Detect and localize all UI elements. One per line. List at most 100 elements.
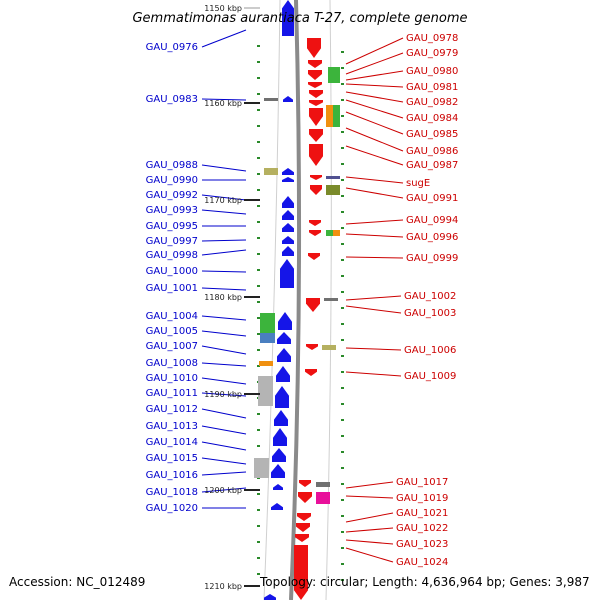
gene-label-left[interactable]: GAU_0998: [146, 250, 198, 261]
genome-backbone: [289, 0, 302, 600]
gene-label-right[interactable]: GAU_1006: [404, 345, 456, 356]
grid-tick: [341, 515, 344, 517]
gene-label-right[interactable]: GAU_1017: [396, 477, 448, 488]
gene-label-left[interactable]: GAU_1012: [146, 404, 198, 415]
forward-gene-arrow: [271, 503, 283, 510]
grid-tick: [341, 275, 344, 277]
leader-line: [201, 408, 247, 419]
grid-tick: [257, 141, 260, 143]
gene-label-left[interactable]: GAU_1011: [146, 388, 198, 399]
scale-tick-mark: [244, 102, 260, 104]
forward-gene-arrow: [280, 259, 294, 288]
rna-feature: [264, 168, 278, 175]
leader-line: [201, 330, 247, 337]
grid-tick: [341, 115, 344, 117]
gene-label-left[interactable]: GAU_0992: [146, 190, 198, 201]
reverse-gene-arrow: [309, 220, 321, 226]
gene-label-right[interactable]: GAU_0986: [406, 146, 458, 157]
gene-label-left[interactable]: GAU_1001: [146, 283, 198, 294]
gene-label-left[interactable]: GAU_1016: [146, 470, 198, 481]
rna-feature: [326, 105, 333, 127]
gene-label-left[interactable]: GAU_1004: [146, 311, 198, 322]
gene-label-right[interactable]: GAU_1023: [396, 539, 448, 550]
grid-tick: [341, 323, 344, 325]
grid-tick: [257, 557, 260, 559]
gene-label-left[interactable]: GAU_1007: [146, 341, 198, 352]
gene-label-right[interactable]: GAU_1009: [404, 371, 456, 382]
gene-label-left[interactable]: GAU_1008: [146, 358, 198, 369]
gene-features: [254, 0, 340, 600]
gene-label-left[interactable]: GAU_1015: [146, 453, 198, 464]
grid-ticks: [257, 45, 344, 581]
gene-label-right[interactable]: GAU_1019: [396, 493, 448, 504]
leader-line: [201, 194, 247, 201]
rna-feature: [316, 482, 330, 487]
leader-line: [201, 270, 247, 273]
gene-label-right[interactable]: GAU_0981: [406, 82, 458, 93]
forward-gene-arrow: [282, 210, 294, 220]
reverse-gene-arrow: [308, 253, 320, 260]
forward-gene-arrow: [282, 177, 294, 182]
grid-tick: [257, 93, 260, 95]
gene-label-left[interactable]: GAU_1010: [146, 373, 198, 384]
gene-label-right[interactable]: GAU_0984: [406, 113, 458, 124]
leader-line: [345, 219, 404, 225]
grid-tick: [341, 451, 344, 453]
gene-label-right[interactable]: GAU_0994: [406, 215, 458, 226]
rna-feature: [333, 105, 340, 127]
gene-label-left[interactable]: GAU_0988: [146, 160, 198, 171]
gene-label-right[interactable]: sugE: [406, 178, 430, 189]
gene-label-right[interactable]: GAU_0980: [406, 66, 458, 77]
leader-line: [345, 527, 394, 533]
rna-feature: [260, 313, 275, 333]
gene-label-right[interactable]: GAU_1002: [404, 291, 456, 302]
gene-label-right[interactable]: GAU_1022: [396, 523, 448, 534]
grid-tick: [257, 61, 260, 63]
gene-label-left[interactable]: GAU_1000: [146, 266, 198, 277]
scale-tick-label: 1180 kbp: [204, 293, 242, 302]
forward-gene-arrow: [275, 386, 289, 408]
gene-label-right[interactable]: GAU_0985: [406, 129, 458, 140]
gene-label-left[interactable]: GAU_0990: [146, 175, 198, 186]
gene-label-left[interactable]: GAU_0983: [146, 94, 198, 105]
guide-track-inner: [263, 0, 281, 600]
grid-tick: [257, 269, 260, 271]
gene-label-right[interactable]: GAU_1021: [396, 508, 448, 519]
gene-label-left[interactable]: GAU_1005: [146, 326, 198, 337]
grid-tick: [257, 77, 260, 79]
gene-label-right[interactable]: GAU_0999: [406, 253, 458, 264]
grid-tick: [341, 211, 344, 213]
grid-tick: [257, 157, 260, 159]
gene-label-left[interactable]: GAU_1020: [146, 503, 198, 514]
grid-tick: [341, 291, 344, 293]
grid-tick: [257, 125, 260, 127]
grid-tick: [257, 525, 260, 527]
scale-tick-label: 1200 kbp: [204, 486, 242, 495]
gene-label-left[interactable]: GAU_1018: [146, 487, 198, 498]
reverse-gene-arrow: [309, 144, 323, 166]
gene-label-right[interactable]: GAU_0991: [406, 193, 458, 204]
forward-gene-arrow: [282, 196, 294, 208]
grid-tick: [341, 531, 344, 533]
gene-label-left[interactable]: GAU_0993: [146, 205, 198, 216]
gene-label-right[interactable]: GAU_0982: [406, 97, 458, 108]
gene-label-left[interactable]: GAU_0995: [146, 221, 198, 232]
gene-label-left[interactable]: GAU_0976: [146, 42, 198, 53]
reverse-gene-arrow: [309, 129, 323, 142]
gene-label-left[interactable]: GAU_0997: [146, 236, 198, 247]
leader-line: [201, 345, 247, 355]
gene-label-left[interactable]: GAU_1014: [146, 437, 198, 448]
leader-line: [345, 176, 404, 184]
gene-label-right[interactable]: GAU_0979: [406, 48, 458, 59]
gene-label-right[interactable]: GAU_1024: [396, 557, 448, 568]
gene-label-left[interactable]: GAU_1013: [146, 421, 198, 432]
reverse-gene-arrow: [308, 70, 322, 80]
gene-label-right[interactable]: GAU_0987: [406, 160, 458, 171]
gene-label-right[interactable]: GAU_1003: [404, 308, 456, 319]
leader-line: [201, 471, 247, 476]
leader-line: [345, 91, 404, 103]
gene-label-right[interactable]: GAU_0978: [406, 33, 458, 44]
map-title: Gemmatimonas aurantiaca T-27, complete g…: [132, 11, 467, 26]
grid-tick: [341, 99, 344, 101]
gene-label-right[interactable]: GAU_0996: [406, 232, 458, 243]
